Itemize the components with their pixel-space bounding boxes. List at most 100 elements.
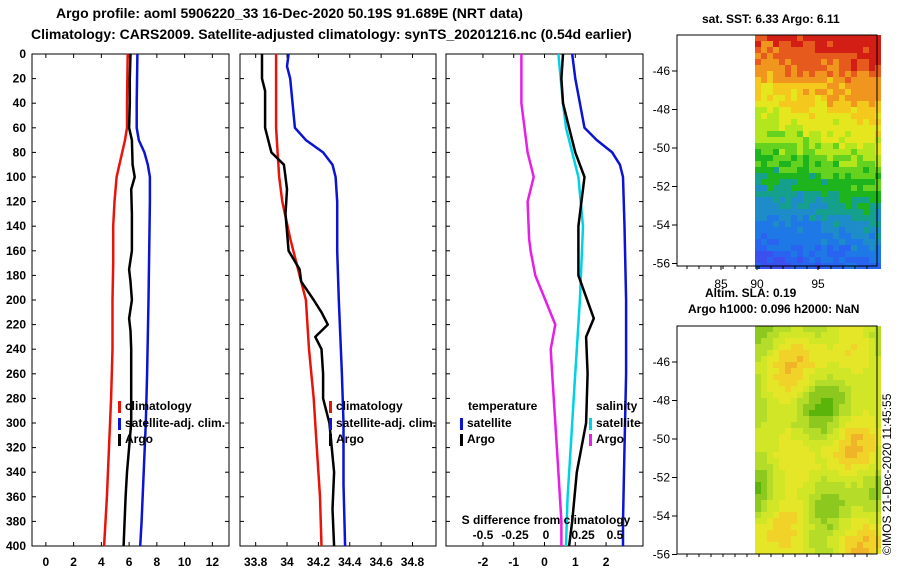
sst-cell: [797, 47, 803, 53]
sla-cell: [779, 398, 785, 404]
sla-cell: [803, 374, 809, 380]
sla-cell: [827, 500, 833, 506]
sla-cell: [809, 470, 815, 476]
sla-cell: [797, 452, 803, 458]
legend-salinity-label: Argo: [596, 432, 624, 446]
sla-cell: [779, 344, 785, 350]
sla-cell: [839, 542, 845, 548]
sst-cell: [827, 221, 833, 227]
sst-cell: [797, 203, 803, 209]
sst-cell: [773, 113, 779, 119]
sla-cell: [785, 350, 791, 356]
sst-cell: [845, 245, 851, 251]
sst-cell: [815, 233, 821, 239]
sla-cell: [839, 404, 845, 410]
sla-cell: [827, 506, 833, 512]
sst-cell: [839, 95, 845, 101]
sst-cell: [779, 161, 785, 167]
sst-map-title: sat. SST: 6.33 Argo: 6.11: [702, 12, 840, 26]
sla-cell: [815, 536, 821, 542]
legend-temperature-title: temperature: [468, 399, 538, 413]
sla-cell: [803, 542, 809, 548]
sla-cell: [851, 398, 857, 404]
sla-cell: [839, 374, 845, 380]
diff-x-tick-label: 2: [603, 555, 610, 569]
sst-cell: [761, 59, 767, 65]
y-tick-label: 60: [13, 121, 27, 135]
sst-cell: [857, 137, 863, 143]
sla-cell: [839, 518, 845, 524]
sla-cell: [851, 542, 857, 548]
sst-cell: [863, 41, 869, 47]
sst-cell: [875, 161, 881, 167]
sst-cell: [791, 77, 797, 83]
sst-cell: [779, 125, 785, 131]
sst-cell: [875, 119, 881, 125]
sst-cell: [845, 71, 851, 77]
sst-cell: [839, 101, 845, 107]
sla-cell: [767, 362, 773, 368]
sla-cell: [857, 452, 863, 458]
sla-cell: [761, 452, 767, 458]
sla-cell: [863, 452, 869, 458]
sla-cell: [797, 470, 803, 476]
sst-cell: [863, 161, 869, 167]
sla-cell: [833, 476, 839, 482]
sst-cell: [755, 155, 761, 161]
sst-cell: [779, 53, 785, 59]
sst-cell: [863, 233, 869, 239]
sst-cell: [845, 107, 851, 113]
sst-cell: [863, 101, 869, 107]
sst-cell: [851, 65, 857, 71]
sst-cell: [767, 257, 773, 263]
sla-cell: [839, 356, 845, 362]
sla-cell: [833, 458, 839, 464]
sst-cell: [869, 137, 875, 143]
sla-cell: [767, 440, 773, 446]
sla-cell: [821, 524, 827, 530]
sla-cell: [815, 494, 821, 500]
sla-cell: [857, 434, 863, 440]
sst-cell: [869, 191, 875, 197]
sla-cell: [875, 356, 881, 362]
sst-cell: [815, 113, 821, 119]
sst-cell: [875, 185, 881, 191]
sst-cell: [767, 143, 773, 149]
sla-cell: [815, 398, 821, 404]
sla-cell: [767, 434, 773, 440]
sst-cell: [863, 191, 869, 197]
sla-cell: [863, 380, 869, 386]
sst-cell: [839, 161, 845, 167]
sst-cell: [851, 203, 857, 209]
sla-cell: [809, 494, 815, 500]
sst-cell: [821, 167, 827, 173]
sla-cell: [785, 326, 791, 332]
sst-cell: [827, 233, 833, 239]
sla-cell: [785, 524, 791, 530]
sla-cell: [845, 422, 851, 428]
diff-series-salinity-difference: [520, 54, 563, 546]
sst-cell: [845, 41, 851, 47]
sst-cell: [875, 257, 881, 263]
sst-cell: [845, 173, 851, 179]
sst-cell: [875, 89, 881, 95]
sla-cell: [857, 428, 863, 434]
y-tick-label: 100: [6, 170, 26, 184]
sla-cell: [875, 482, 881, 488]
sla-cell: [773, 470, 779, 476]
sst-cell: [863, 59, 869, 65]
sla-cell: [863, 464, 869, 470]
sst-cell: [791, 197, 797, 203]
sst-cell: [851, 221, 857, 227]
sla-cell: [761, 398, 767, 404]
diff-series-salinity-satellite: [570, 53, 628, 546]
sst-cell: [827, 53, 833, 59]
sst-cell: [767, 209, 773, 215]
sla-cell: [773, 476, 779, 482]
sla-cell: [827, 398, 833, 404]
sst-cell: [869, 47, 875, 53]
sst-cell: [815, 71, 821, 77]
sdiff-x2-label: 0.5: [607, 528, 624, 542]
sla-cell: [845, 386, 851, 392]
